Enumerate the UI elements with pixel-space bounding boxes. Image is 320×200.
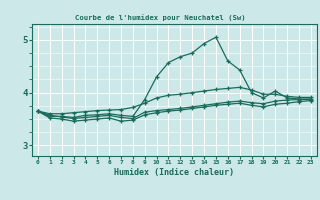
- Text: Courbe de l'humidex pour Neuchatel (Sw): Courbe de l'humidex pour Neuchatel (Sw): [75, 14, 245, 21]
- X-axis label: Humidex (Indice chaleur): Humidex (Indice chaleur): [115, 168, 234, 177]
